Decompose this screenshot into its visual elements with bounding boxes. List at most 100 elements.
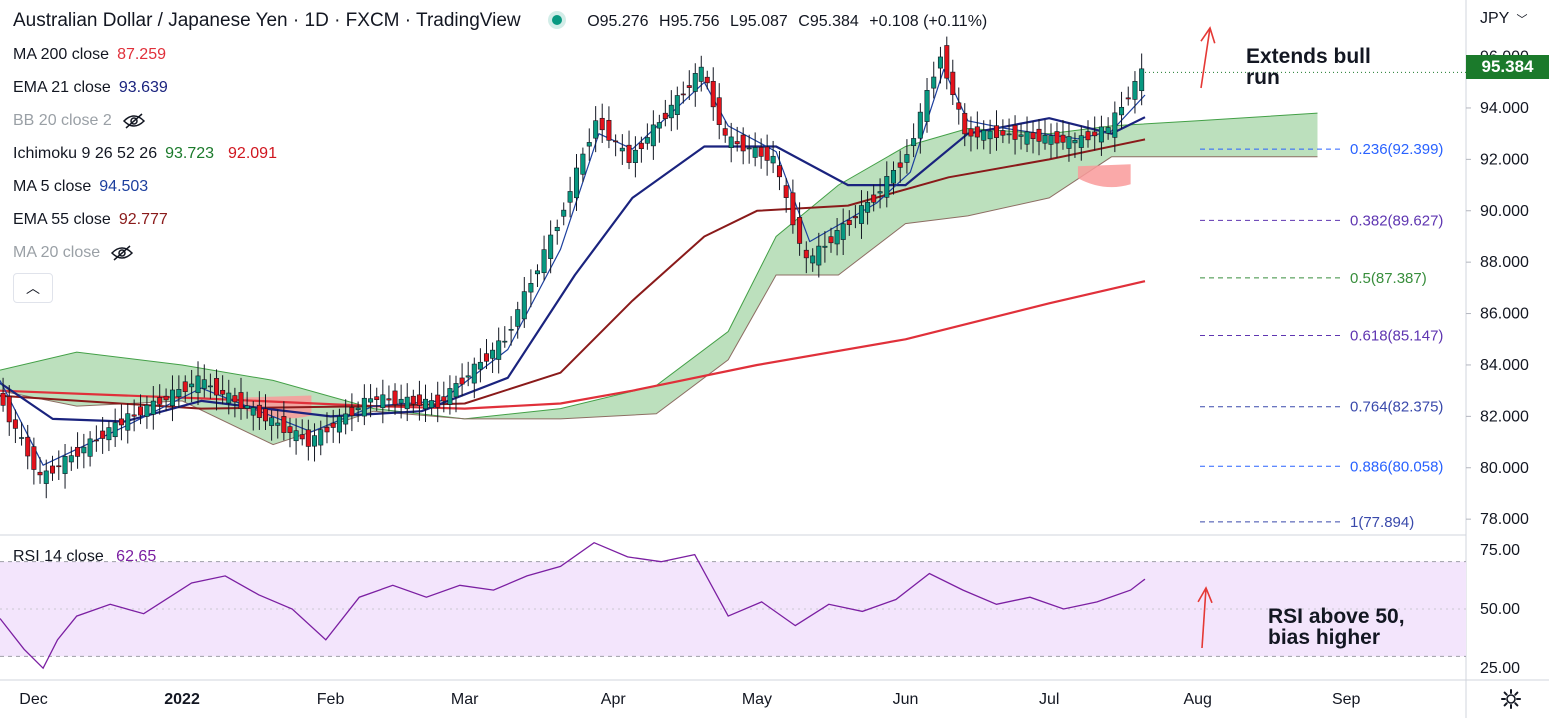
candle-body [43, 470, 49, 484]
rsi-label: RSI 14 close [13, 548, 104, 565]
candle-body [790, 192, 796, 226]
series-line [0, 280, 1146, 410]
candle-body [764, 146, 770, 161]
candle-body [238, 392, 244, 409]
candle-body [626, 144, 632, 163]
series-line [0, 138, 1146, 410]
candle-body [423, 398, 429, 410]
candle-body [890, 170, 896, 184]
candle-body [435, 394, 441, 408]
candle-body [25, 436, 31, 457]
legend-row[interactable]: Ichimoku 9 26 52 26 93.723 92.091 [13, 145, 277, 163]
candle-body [758, 147, 764, 157]
legend-row[interactable]: BB 20 close 2 [13, 112, 146, 130]
candle-body [884, 176, 890, 198]
candle-body [244, 405, 250, 409]
candle-body [416, 394, 422, 406]
senkou-span-a [0, 112, 1318, 420]
candle-body [950, 71, 956, 96]
candle-body [380, 394, 386, 409]
candle-body [56, 465, 62, 468]
rsi-arrow-head [1197, 586, 1213, 604]
candle-body [1078, 135, 1084, 148]
y-tick-label: 84.000 [1480, 357, 1529, 374]
bull-run-annotation: Extends bull run [1246, 46, 1371, 88]
legend-value: 92.091 [228, 145, 277, 162]
annotation-arrows [1197, 26, 1216, 649]
candle-body [956, 102, 962, 110]
close-value: C95.384 [798, 13, 859, 30]
annotation-line: RSI above 50, [1268, 605, 1405, 628]
candle-body [974, 126, 980, 138]
candle-body [662, 112, 668, 120]
legend-label: MA 20 close [13, 244, 101, 262]
y-tick-label: 90.000 [1480, 203, 1529, 220]
candle-body [477, 361, 483, 370]
candle-body [1042, 135, 1048, 144]
candle-body [275, 422, 281, 426]
legend-row[interactable]: MA 200 close 87.259 [13, 46, 166, 64]
candle-body [931, 76, 937, 89]
candle-body [214, 378, 220, 396]
candle-body [521, 291, 527, 320]
high-value: H95.756 [659, 13, 720, 30]
candle-body [182, 381, 188, 392]
candle-body [250, 407, 256, 416]
candle-body [68, 455, 74, 463]
candle-body [924, 90, 930, 122]
candle-body [1112, 112, 1118, 138]
legend-row[interactable]: MA 20 close [13, 244, 134, 262]
candle-body [877, 191, 883, 194]
candle-body [93, 439, 99, 442]
candle-body [674, 95, 680, 115]
candle-body [429, 400, 435, 408]
fib-level-label: 1(77.894) [1350, 514, 1414, 531]
candle-body [1072, 139, 1078, 144]
candle-body [680, 93, 686, 96]
last-price-tag: 95.384 [1466, 55, 1549, 79]
candle-body [897, 162, 903, 168]
legend-row[interactable]: EMA 21 close 93.639 [13, 79, 168, 97]
gear-icon[interactable] [1500, 688, 1522, 710]
candle-body [281, 416, 287, 433]
symbol-title[interactable]: Australian Dollar / Japanese Yen · 1D · … [13, 10, 521, 31]
candle-body [797, 217, 803, 244]
fib-level-label: 0.618(85.147) [1350, 327, 1443, 344]
candle-body [858, 205, 864, 224]
open-value: O95.276 [587, 13, 649, 30]
legend-row[interactable]: EMA 55 close 92.777 [13, 211, 168, 229]
eye-hidden-icon[interactable] [110, 244, 134, 262]
collapse-legend-button[interactable]: ︿ [13, 273, 53, 303]
x-tick-label: Aug [1183, 691, 1211, 708]
legend-value: 92.777 [118, 211, 168, 228]
candle-body [1119, 106, 1125, 116]
candle-body [201, 379, 207, 389]
candle-body [534, 270, 540, 275]
candle-body [686, 85, 692, 88]
candle-body [112, 422, 118, 438]
rsi-legend[interactable]: RSI 14 close 62.65 [13, 548, 156, 566]
candle-body [496, 340, 502, 360]
candle-body [459, 377, 465, 385]
candle-body [226, 392, 232, 404]
candle-body [361, 397, 367, 417]
legend-row[interactable]: MA 5 close 94.503 [13, 178, 148, 196]
candle-body [638, 142, 644, 150]
candle-body [1105, 127, 1111, 134]
bull-arrow [1200, 27, 1211, 89]
fib-level-label: 0.382(89.627) [1350, 212, 1443, 229]
candle-body [343, 413, 349, 425]
candle-body [81, 446, 87, 454]
candle-body [1006, 133, 1012, 136]
eye-hidden-icon[interactable] [122, 112, 146, 130]
candle-body [716, 97, 722, 125]
candle-body [722, 128, 728, 136]
candle-body [810, 255, 816, 264]
candle-body [392, 390, 398, 405]
x-tick-label: Jul [1039, 691, 1059, 708]
candle-body [490, 349, 496, 359]
candle-body [593, 120, 599, 139]
currency-selector[interactable]: JPY ﹀ [1480, 10, 1528, 28]
candle-body [822, 245, 828, 248]
